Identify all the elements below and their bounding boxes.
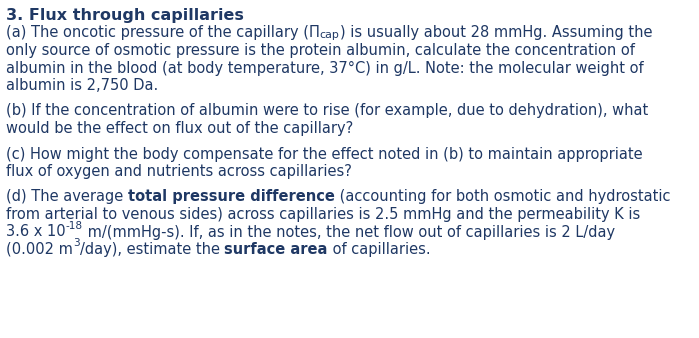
Text: (a) The oncotic pressure of the capillary (Π: (a) The oncotic pressure of the capillar… (6, 25, 320, 41)
Text: (accounting for both osmotic and hydrostatic: (accounting for both osmotic and hydrost… (335, 190, 670, 204)
Text: ) is usually about 28 mmHg. Assuming the: ) is usually about 28 mmHg. Assuming the (340, 25, 652, 41)
Text: (0.002 m: (0.002 m (6, 242, 73, 257)
Text: albumin is 2,750 Da.: albumin is 2,750 Da. (6, 78, 158, 93)
Text: would be the effect on flux out of the capillary?: would be the effect on flux out of the c… (6, 121, 353, 136)
Text: m/(mmHg-s). If, as in the notes, the net flow out of capillaries is 2 L/day: m/(mmHg-s). If, as in the notes, the net… (82, 224, 615, 240)
Text: only source of osmotic pressure is the protein albumin, calculate the concentrat: only source of osmotic pressure is the p… (6, 43, 635, 58)
Text: /day), estimate the: /day), estimate the (80, 242, 224, 257)
Text: -18: -18 (66, 220, 82, 231)
Text: (d) The average: (d) The average (6, 190, 128, 204)
Text: total pressure difference: total pressure difference (128, 190, 335, 204)
Text: (b) If the concentration of albumin were to rise (for example, due to dehydratio: (b) If the concentration of albumin were… (6, 103, 648, 119)
Text: of capillaries.: of capillaries. (328, 242, 431, 257)
Text: surface area: surface area (224, 242, 328, 257)
Text: flux of oxygen and nutrients across capillaries?: flux of oxygen and nutrients across capi… (6, 164, 352, 179)
Text: from arterial to venous sides) across capillaries is 2.5 mmHg and the permeabili: from arterial to venous sides) across ca… (6, 207, 640, 222)
Text: albumin in the blood (at body temperature, 37°C) in g/L. Note: the molecular wei: albumin in the blood (at body temperatur… (6, 61, 644, 75)
Text: cap: cap (320, 30, 340, 40)
Text: 3: 3 (73, 238, 80, 248)
Text: 3. Flux through capillaries: 3. Flux through capillaries (6, 8, 244, 23)
Text: (c) How might the body compensate for the effect noted in (b) to maintain approp: (c) How might the body compensate for th… (6, 146, 642, 162)
Text: 3.6 x 10: 3.6 x 10 (6, 224, 66, 240)
